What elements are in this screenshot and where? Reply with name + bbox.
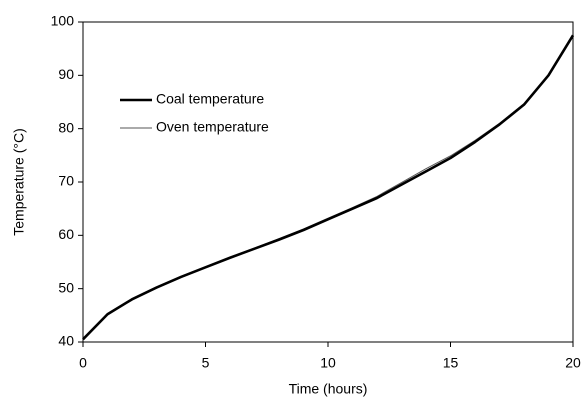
y-tick-label: 60: [58, 226, 74, 242]
y-tick-label: 70: [58, 173, 74, 189]
y-axis-label: Temperature (°C): [11, 128, 27, 236]
y-tick-label: 100: [51, 13, 75, 29]
y-tick-label: 90: [58, 66, 74, 82]
x-tick-label: 5: [202, 355, 210, 371]
x-tick-label: 15: [443, 355, 459, 371]
y-tick-label: 40: [58, 333, 74, 349]
x-tick-label: 10: [320, 355, 336, 371]
y-tick-label: 80: [58, 119, 74, 135]
legend-label: Oven temperature: [156, 119, 269, 135]
x-axis-label: Time (hours): [289, 381, 368, 397]
series-line: [82, 35, 574, 340]
y-tick-label: 50: [58, 279, 74, 295]
plot-frame: [82, 21, 574, 343]
legend-label: Coal temperature: [156, 91, 264, 107]
x-tick-label: 0: [79, 355, 87, 371]
x-tick-label: 20: [565, 355, 581, 371]
series-line: [82, 34, 575, 341]
